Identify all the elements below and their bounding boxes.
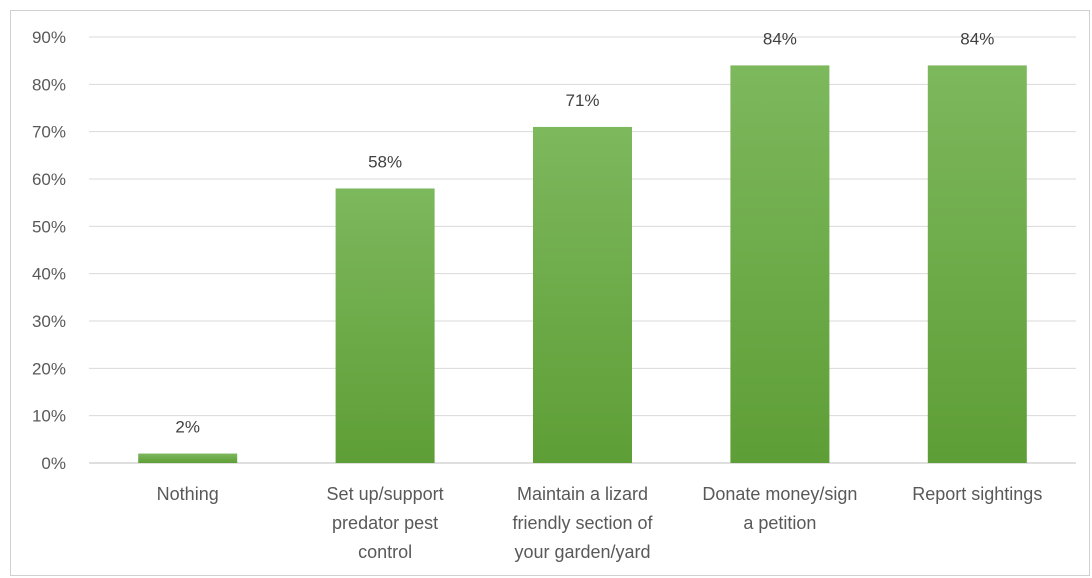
y-tick-label: 80% [32,75,66,94]
y-tick-label: 30% [32,312,66,331]
bar [138,453,238,463]
category-label: predator pest [332,513,438,533]
bar [927,65,1027,464]
y-tick-label: 60% [32,170,66,189]
y-tick-label: 90% [32,28,66,47]
bars [138,65,1027,464]
y-tick-label: 10% [32,407,66,426]
y-tick-label: 20% [32,359,66,378]
bar [533,126,632,463]
data-label: 84% [763,29,797,48]
data-label: 2% [175,418,200,437]
category-label: a petition [743,513,816,533]
data-label: 84% [960,29,994,48]
y-tick-label: 70% [32,123,66,142]
data-label: 58% [368,152,402,171]
y-axis-ticks: 0% 10% 20% 30% 40% 50% 60% 70% 80% 90% [32,28,66,473]
category-label: Donate money/sign [702,484,857,504]
data-labels: 2% 58% 71% 84% 84% [175,29,994,436]
category-label: friendly section of [512,513,653,533]
y-tick-label: 50% [32,217,66,236]
bar [335,188,435,463]
category-label: Set up/support [327,484,444,504]
y-tick-label: 40% [32,265,66,284]
bar [730,65,830,464]
category-label: Nothing [157,484,219,504]
data-label: 71% [565,91,599,110]
gridlines [89,36,1076,464]
category-label: your garden/yard [514,542,650,562]
category-label: Report sightings [912,484,1042,504]
category-label: Maintain a lizard [517,484,648,504]
category-labels: Nothing Set up/support predator pest contro… [157,484,1043,562]
y-tick-label: 0% [41,454,66,473]
category-label: control [358,542,412,562]
